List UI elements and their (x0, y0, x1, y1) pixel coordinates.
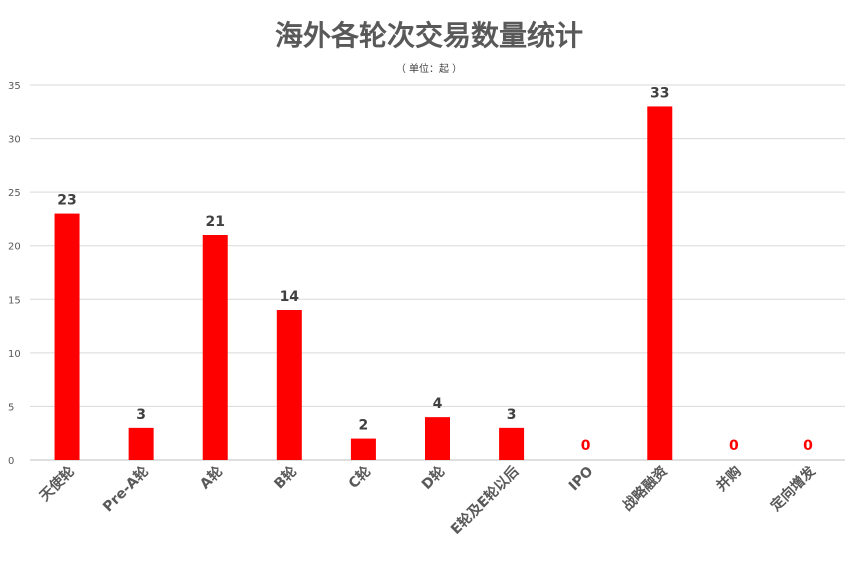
bar (276, 310, 302, 460)
x-tick-label: IPO (566, 463, 597, 494)
y-tick-label: 35 (8, 81, 21, 92)
data-label: 3 (136, 407, 146, 423)
data-label: 3 (507, 407, 517, 423)
bar (54, 213, 80, 460)
x-tick-label: A轮 (196, 463, 226, 493)
x-tick-label: Pre-A轮 (99, 463, 152, 516)
y-tick-label: 25 (8, 188, 21, 199)
x-tick-label: E轮及E轮以后 (447, 463, 522, 538)
y-tick-label: 10 (8, 349, 21, 360)
x-tick-label: D轮 (418, 463, 448, 493)
y-tick-label: 5 (8, 402, 14, 413)
x-tick-label: B轮 (271, 463, 300, 492)
data-label: 4 (433, 396, 443, 412)
x-tick-label: C轮 (345, 463, 374, 492)
bar (425, 417, 450, 460)
data-label: 14 (280, 289, 300, 305)
data-label: 0 (581, 438, 591, 454)
bar (128, 427, 154, 460)
bar (647, 106, 673, 460)
y-tick-label: 0 (8, 456, 14, 467)
chart-subtitle: （ 单位：起 ） (395, 64, 463, 75)
x-tick-label: 并购 (713, 463, 745, 495)
data-label: 0 (803, 438, 813, 454)
y-tick-label: 20 (8, 242, 21, 253)
y-tick-label: 15 (8, 295, 21, 306)
chart-title: 海外各轮次交易数量统计 (274, 19, 583, 52)
x-tick-label: 战略融资 (619, 463, 671, 515)
bar (202, 235, 228, 460)
data-label: 21 (205, 214, 224, 230)
x-tick-label: 定向增发 (767, 462, 819, 514)
data-label: 2 (359, 418, 369, 434)
data-label: 33 (650, 85, 669, 101)
bar (350, 438, 376, 460)
data-label: 23 (57, 193, 76, 209)
x-tick-label: 天使轮 (36, 463, 78, 505)
data-label: 0 (729, 438, 739, 454)
bar (499, 427, 525, 460)
y-tick-label: 30 (8, 135, 21, 146)
